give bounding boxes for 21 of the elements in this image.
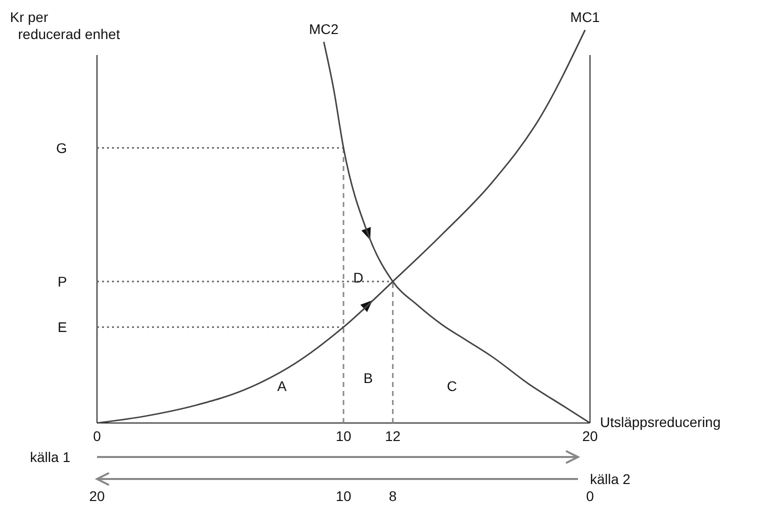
x-axis-title: Utsläppsreducering bbox=[600, 414, 721, 430]
series-label: MC1 bbox=[570, 9, 600, 25]
annotation: B bbox=[363, 370, 373, 386]
annotation: C bbox=[446, 378, 458, 394]
ref-line-label: E bbox=[58, 319, 67, 336]
ref-line-label: G bbox=[56, 140, 67, 156]
series-label: MC2 bbox=[309, 20, 339, 37]
annotation: D bbox=[353, 270, 364, 286]
text: källa 1 bbox=[30, 449, 71, 465]
x-tick-label: 0 bbox=[93, 428, 102, 444]
x-tick-label: 20 bbox=[582, 428, 598, 444]
annotation: A bbox=[277, 378, 288, 394]
x2-tick-label: 20 bbox=[89, 488, 105, 504]
x2-tick-label: 8 bbox=[388, 488, 397, 504]
x-tick-label: 12 bbox=[385, 428, 401, 444]
x2-tick-label: 10 bbox=[336, 488, 352, 504]
ref-line-label: P bbox=[58, 274, 67, 290]
x2-axis-title: källa 2 bbox=[590, 471, 631, 487]
y-axis-title: Kr per reducerad enhet bbox=[10, 9, 120, 42]
x-tick-label: 10 bbox=[336, 428, 352, 444]
x2-tick-label: 0 bbox=[586, 488, 594, 504]
